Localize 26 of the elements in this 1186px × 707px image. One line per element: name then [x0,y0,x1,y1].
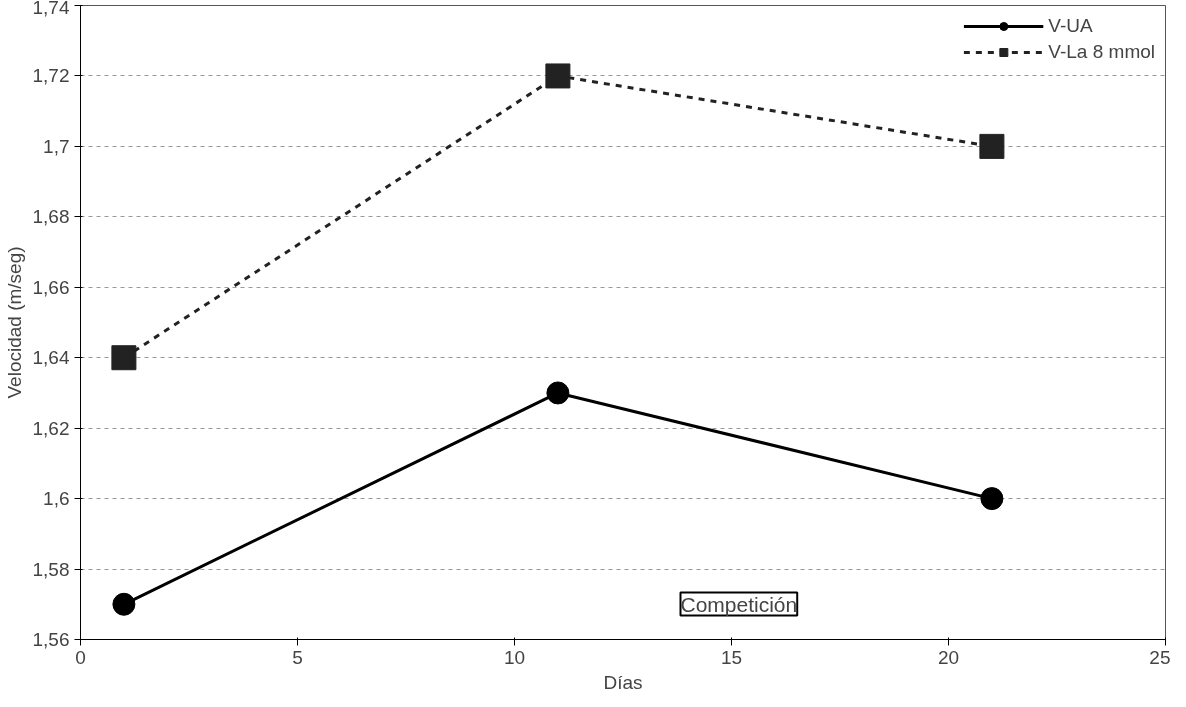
y-tick-label: 1,66 [32,276,70,298]
y-tick-label: 1,64 [32,347,70,369]
x-axis-title: Días [603,671,643,693]
y-tick-label: 1,58 [32,558,70,580]
y-tick-label: 1,7 [43,135,70,157]
y-tick-label: 1,62 [32,417,70,439]
x-tick-label: 20 [937,646,960,668]
x-tick-label: 0 [75,646,86,668]
y-tick-label: 1,56 [32,629,70,650]
point [111,345,137,371]
x-tick-label: 5 [292,646,303,668]
y-axis-title: Velocidad (m/seg) [3,246,25,399]
x-tick-label: 25 [1149,646,1171,668]
point [545,63,571,89]
point [980,487,1004,511]
legend-label: V-La 8 mmol [1048,41,1155,63]
y-tick-label: 1,68 [32,206,70,228]
legend-label: V-UA [1048,15,1093,37]
y-tick-label: 1,6 [43,488,70,510]
point [546,381,570,405]
point [112,592,136,616]
x-tick-label: 10 [503,646,526,668]
x-tick-label: 15 [720,646,743,668]
y-tick-label: 1,74 [32,0,70,18]
y-tick-label: 1,72 [32,65,70,87]
point [979,133,1005,159]
